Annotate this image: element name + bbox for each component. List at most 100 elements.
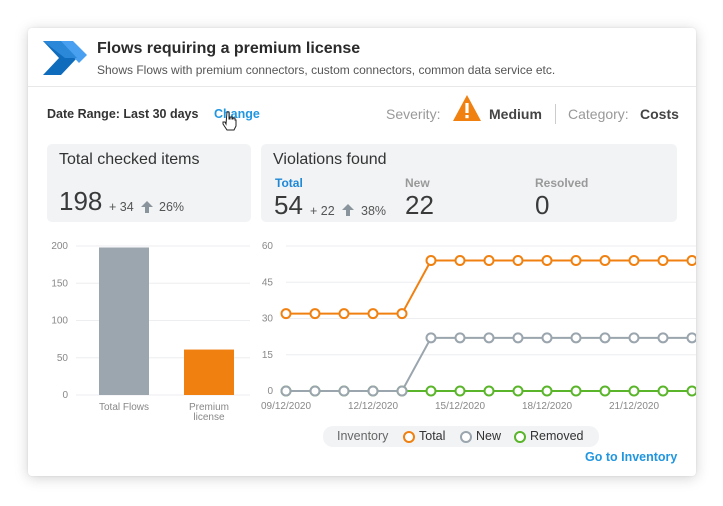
category-label: Category: xyxy=(568,106,629,122)
series-total-point xyxy=(425,255,437,266)
line-y-tick-label: 30 xyxy=(262,314,274,325)
violations-panel: Violations found Total 54 + 22 38% New 2… xyxy=(261,144,677,222)
violations-new-value: 22 xyxy=(405,190,434,220)
legend-total-marker xyxy=(403,431,415,443)
hand-cursor-icon xyxy=(222,111,237,131)
violations-resolved-tab[interactable]: Resolved xyxy=(535,176,589,190)
go-to-inventory-link[interactable]: Go to Inventory xyxy=(585,450,678,464)
series-new-point xyxy=(396,385,408,397)
series-total-line xyxy=(286,259,692,315)
arrow-up-icon xyxy=(141,201,153,213)
series-removed-point xyxy=(628,385,640,397)
warning-icon xyxy=(453,95,481,121)
series-total-point xyxy=(338,308,350,320)
line-y-tick-label: 0 xyxy=(267,386,273,397)
change-date-range-link[interactable]: Change xyxy=(214,107,260,121)
series-new-point xyxy=(338,385,350,397)
series-total-point xyxy=(570,255,582,266)
arrow-up-icon xyxy=(342,204,354,216)
series-total-point xyxy=(628,255,640,266)
series-total-point xyxy=(512,255,524,266)
bar-y-tick-label: 150 xyxy=(51,278,68,289)
bar-y-tick-label: 50 xyxy=(57,353,69,364)
series-removed-point xyxy=(657,385,669,397)
series-new-point xyxy=(686,332,696,344)
violations-total-value: 54 xyxy=(274,190,303,220)
legend-new[interactable]: New xyxy=(476,429,502,443)
page-title: Flows requiring a premium license xyxy=(97,40,361,57)
series-total-point xyxy=(396,308,408,320)
total-checked-title: Total checked items xyxy=(59,151,200,168)
total-checked-panel: Total checked items 198 + 34 26% xyxy=(47,144,251,222)
page-subtitle: Shows Flows with premium connectors, cus… xyxy=(97,63,556,77)
series-new-point xyxy=(367,385,379,397)
series-total-point xyxy=(367,308,379,320)
series-removed-point xyxy=(454,385,466,397)
series-new-point xyxy=(570,332,582,344)
series-removed-point xyxy=(541,385,553,397)
violations-resolved-value: 0 xyxy=(535,190,550,220)
filter-bar: Date Range: Last 30 days Change Severity… xyxy=(28,95,696,131)
line-x-tick-label: 09/12/2020 xyxy=(261,401,311,412)
legend-removed-marker xyxy=(514,431,526,443)
violations-total-delta: + 22 xyxy=(310,204,335,218)
series-removed-point xyxy=(570,385,582,397)
bar-y-tick-label: 0 xyxy=(62,390,68,401)
series-removed-point xyxy=(483,385,495,397)
series-total-point xyxy=(483,255,495,266)
series-total-point xyxy=(541,255,553,266)
total-checked-delta: + 34 xyxy=(109,200,134,214)
series-new-point xyxy=(657,332,669,344)
severity-label: Severity: xyxy=(386,106,441,122)
chart-legend: Inventory Total New Removed xyxy=(323,426,599,447)
series-new-point xyxy=(541,332,553,344)
series-total-point xyxy=(686,255,696,266)
series-new-point xyxy=(628,332,640,344)
line-x-tick-label: 12/12/2020 xyxy=(348,401,398,412)
series-total-point xyxy=(280,308,292,320)
legend-total[interactable]: Total xyxy=(419,429,446,443)
bar-y-tick-label: 100 xyxy=(51,316,68,327)
series-new-point xyxy=(309,385,321,397)
violations-title: Violations found xyxy=(273,151,387,168)
card-header: Flows requiring a premium license Shows … xyxy=(28,28,696,87)
bar-y-tick-label: 200 xyxy=(51,241,68,252)
bar-x-tick-label: Total Flows xyxy=(99,402,149,413)
series-new-point xyxy=(599,332,611,344)
legend-title: Inventory xyxy=(337,429,389,443)
legend-new-marker xyxy=(460,431,472,443)
bar-0 xyxy=(99,247,149,395)
series-total-point xyxy=(599,255,611,266)
series-new-point xyxy=(425,332,437,344)
flows-premium-card: Flows requiring a premium license Shows … xyxy=(28,28,696,476)
legend-removed[interactable]: Removed xyxy=(530,429,584,443)
total-checked-percent: 26% xyxy=(159,200,185,214)
series-total-point xyxy=(657,255,669,266)
series-new-point xyxy=(454,332,466,344)
total-checked-value: 198 xyxy=(59,186,103,216)
filter-divider xyxy=(555,104,556,124)
series-removed-point xyxy=(599,385,611,397)
series-total-point xyxy=(309,308,321,320)
bar-1 xyxy=(184,349,234,395)
date-range-label: Date Range: Last 30 days xyxy=(47,107,199,121)
series-new-point xyxy=(483,332,495,344)
series-new-point xyxy=(280,385,292,397)
line-x-tick-label: 15/12/2020 xyxy=(435,401,485,412)
line-y-tick-label: 15 xyxy=(262,350,274,361)
line-y-tick-label: 45 xyxy=(262,277,274,288)
series-removed-point xyxy=(512,385,524,397)
series-new-point xyxy=(512,332,524,344)
series-total-point xyxy=(454,255,466,266)
category-value: Costs xyxy=(640,106,679,122)
power-automate-icon xyxy=(43,41,87,75)
line-y-tick-label: 60 xyxy=(262,241,274,252)
severity-value: Medium xyxy=(489,106,542,122)
violations-total-tab[interactable]: Total xyxy=(275,176,303,190)
violations-total-percent: 38% xyxy=(361,204,387,218)
bar-x-tick-label: Premium xyxy=(189,402,229,413)
violations-new-tab[interactable]: New xyxy=(405,176,430,190)
series-removed-point xyxy=(686,385,696,397)
series-new-line xyxy=(286,336,692,392)
